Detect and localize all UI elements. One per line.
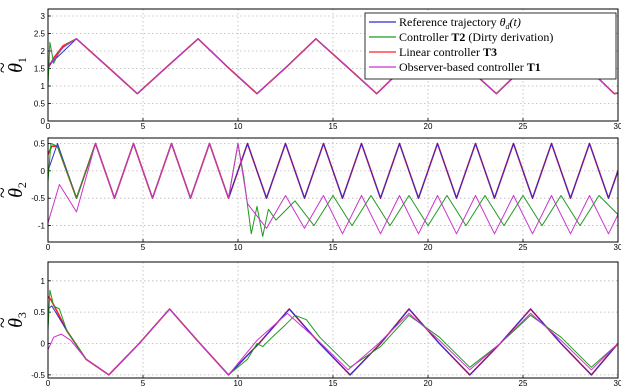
y-label-subscript: 2 (15, 182, 29, 188)
legend-entry-4: Observer-based controller T1 (399, 60, 541, 74)
y-tick-label: 0.5 (34, 139, 46, 148)
y-label-subscript: 1 (15, 57, 29, 63)
x-tick-label: 20 (424, 379, 433, 388)
x-tick-label: 25 (519, 122, 528, 131)
y-label-tilde: ~ (0, 62, 14, 73)
y-label-tilde: ~ (0, 317, 14, 328)
x-tick-label: 15 (329, 122, 338, 131)
y-tick-label: -0.5 (31, 371, 45, 380)
y-tick-label: -1 (38, 222, 46, 231)
y-label-tilde: ~ (0, 187, 14, 198)
subplot-1: 0 5 10 15 20 25 30 0 0.5 1 1.5 2 2.5 3 θ1~ Reference tr… (0, 9, 621, 131)
y-tick-label: 2.5 (34, 30, 46, 39)
y-tick-label: 1 (41, 82, 46, 91)
x-tick-label: 20 (424, 122, 433, 131)
x-tick-label: 10 (234, 379, 243, 388)
legend: Reference trajectory θd(t)Controller T2 … (365, 13, 616, 79)
x-tick-label: 5 (141, 122, 146, 131)
y-axis-label: θ2~ (0, 182, 29, 198)
legend-entry-3: Linear controller T3 (399, 45, 497, 59)
y-tick-label: 0.5 (34, 100, 46, 109)
y-tick-label: 0 (41, 117, 46, 126)
y-tick-label: -0.5 (31, 194, 45, 203)
legend-entry-2: Controller T2 (Dirty derivation) (399, 30, 553, 44)
y-axis-label: θ1~ (0, 57, 29, 73)
x-tick-label: 10 (234, 122, 243, 131)
y-tick-label: 1.5 (34, 65, 46, 74)
y-tick-label: 1 (41, 277, 46, 286)
x-tick-label: 30 (614, 122, 621, 131)
x-tick-label: 25 (519, 243, 528, 252)
legend-entry-1: Reference trajectory θd(t) (399, 15, 521, 31)
x-tick-label: 0 (46, 379, 51, 388)
x-tick-label: 25 (519, 379, 528, 388)
y-tick-label: 0 (41, 340, 46, 349)
y-tick-label: 2 (41, 47, 46, 56)
y-axis-label: θ3~ (0, 312, 29, 328)
subplot-2: 0 5 10 15 20 25 30 -1 -0.5 0 0.5 θ2~ (0, 138, 621, 252)
y-label-subscript: 3 (15, 312, 29, 318)
x-tick-label: 0 (46, 122, 51, 131)
x-tick-label: 15 (329, 379, 338, 388)
y-tick-label: 0 (41, 167, 46, 176)
y-tick-label: 3 (41, 12, 46, 21)
x-tick-label: 15 (329, 243, 338, 252)
x-tick-label: 20 (424, 243, 433, 252)
x-tick-label: 30 (614, 243, 621, 252)
x-tick-label: 0 (46, 243, 51, 252)
y-tick-label: 0.5 (34, 308, 46, 317)
x-tick-label: 30 (614, 379, 621, 388)
x-tick-label: 10 (234, 243, 243, 252)
x-tick-label: 5 (141, 379, 146, 388)
x-tick-label: 5 (141, 243, 146, 252)
